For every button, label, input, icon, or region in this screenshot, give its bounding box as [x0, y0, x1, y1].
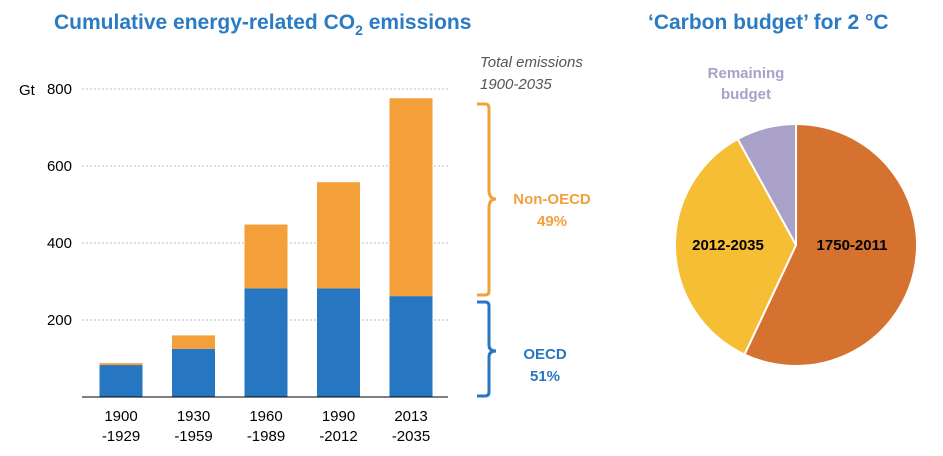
- y-tick-labels: 200 400 600 800: [47, 81, 72, 329]
- x-tick-label: -1989: [247, 428, 285, 445]
- bar-segment: [172, 348, 215, 397]
- x-tick-labels: 1900 -1929 1930 -1959 1960 -1989 1990 -2012 2013…: [102, 408, 430, 445]
- x-tick-label: -2012: [319, 428, 357, 445]
- oecd-label: OECD: [523, 346, 567, 363]
- non-oecd-brace: [477, 102, 497, 297]
- x-tick-label: -1929: [102, 428, 140, 445]
- total-emissions-note-line1: Total emissions: [480, 54, 583, 71]
- non-oecd-percent: 49%: [537, 213, 567, 230]
- bar-segment: [317, 288, 360, 397]
- pie-slice: [736, 122, 797, 246]
- non-oecd-label: Non-OECD: [513, 191, 591, 208]
- bar-segment: [389, 296, 433, 397]
- bar-segment: [244, 224, 288, 289]
- bar-segment: [389, 98, 433, 297]
- y-tick-label: 400: [47, 235, 72, 252]
- bar-segment: [99, 365, 143, 397]
- pie-label: Remaining: [708, 65, 785, 82]
- pie: [674, 122, 918, 367]
- bar-chart-title: Cumulative energy-related CO2 emissions: [54, 11, 471, 38]
- pie-chart-title: ‘Carbon budget’ for 2 °C: [648, 11, 889, 34]
- oecd-brace: [477, 300, 497, 398]
- y-tick-label: 200: [47, 312, 72, 329]
- y-axis-unit: Gt: [19, 82, 36, 99]
- pie-label: 1750-2011: [817, 237, 888, 254]
- x-tick-label: 1930: [177, 408, 210, 425]
- x-tick-label: 1960: [249, 408, 282, 425]
- x-tick-label: -2035: [392, 428, 430, 445]
- bar-segment: [172, 335, 215, 349]
- bar-segment: [317, 182, 360, 289]
- x-tick-label: 2013: [394, 408, 427, 425]
- pie-labels: 1750-2011 2012-2035 Remaining budget: [692, 65, 887, 254]
- pie-label: 2012-2035: [692, 237, 764, 254]
- x-tick-label: 1990: [322, 408, 355, 425]
- oecd-percent: 51%: [530, 368, 560, 385]
- bars: [99, 98, 433, 397]
- pie-slice: [743, 122, 918, 367]
- pie-label: budget: [721, 86, 771, 103]
- x-tick-label: -1959: [174, 428, 212, 445]
- bar-segment: [244, 288, 288, 397]
- bar-segment: [99, 363, 143, 366]
- y-tick-label: 800: [47, 81, 72, 98]
- pie-slice: [674, 137, 798, 356]
- gridlines: [82, 88, 448, 321]
- x-tick-label: 1900: [104, 408, 137, 425]
- y-tick-label: 600: [47, 158, 72, 175]
- total-emissions-note-line2: 1900-2035: [480, 76, 552, 93]
